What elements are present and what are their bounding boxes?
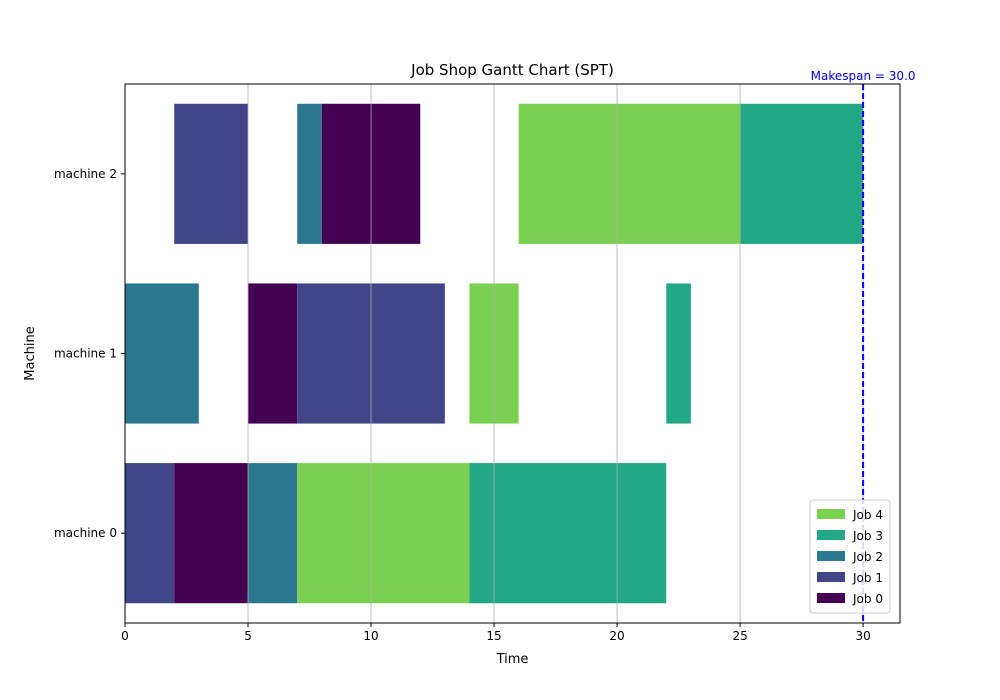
chart-title: Job Shop Gantt Chart (SPT)	[410, 61, 614, 79]
legend-label: Job 0	[852, 592, 883, 606]
x-tick-label: 25	[732, 629, 747, 643]
x-tick-label: 5	[244, 629, 252, 643]
makespan-label: Makespan = 30.0	[811, 69, 916, 83]
legend-box	[809, 499, 891, 614]
x-tick-label: 15	[486, 629, 501, 643]
legend-label: Job 2	[852, 550, 883, 564]
legend-label: Job 3	[852, 529, 883, 543]
legend-swatch	[817, 551, 845, 561]
task-bar	[740, 103, 864, 244]
y-axis-ticks: machine 0 machine 1 machine 2	[54, 167, 125, 540]
x-tick-label: 0	[121, 629, 129, 643]
x-tick-label: 20	[609, 629, 624, 643]
x-tick-label: 10	[363, 629, 378, 643]
task-bar	[518, 103, 741, 244]
task-bar	[297, 103, 322, 244]
legend-swatch	[817, 509, 845, 519]
x-axis-ticks: 0 5 10 15 20 25 30	[121, 623, 871, 643]
y-tick-label: machine 0	[54, 526, 117, 540]
task-bar	[297, 463, 470, 604]
legend-swatch	[817, 530, 845, 540]
legend: Job 4 Job 3 Job 2 Job 1 Job 0	[809, 499, 891, 614]
y-axis-label: Machine	[23, 326, 38, 380]
task-bar	[248, 283, 298, 424]
makespan-marker: Makespan = 30.0	[811, 69, 916, 623]
y-tick-label: machine 2	[54, 167, 117, 181]
task-bar	[469, 463, 667, 604]
legend-label: Job 4	[852, 508, 883, 522]
x-tick-label: 30	[855, 629, 870, 643]
task-bar	[174, 463, 249, 604]
task-bar	[666, 283, 691, 424]
x-axis-label: Time	[496, 652, 529, 667]
task-bar	[174, 103, 249, 244]
task-bar	[248, 463, 298, 604]
legend-swatch	[817, 572, 845, 582]
legend-label: Job 1	[852, 571, 883, 585]
legend-swatch	[817, 593, 845, 603]
task-bar	[125, 463, 175, 604]
y-tick-label: machine 1	[54, 347, 117, 361]
task-bar	[125, 283, 199, 424]
